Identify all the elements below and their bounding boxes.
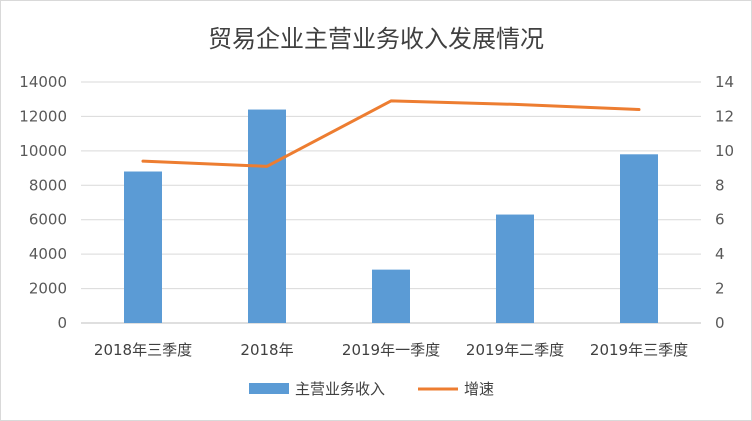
left-tick-label: 0 (57, 314, 67, 332)
right-tick-label: 0 (715, 314, 725, 332)
legend-swatch-revenue (249, 383, 289, 394)
right-tick-label: 12 (715, 107, 734, 125)
right-tick-label: 14 (715, 73, 734, 91)
bar (620, 154, 658, 323)
legend-label-revenue: 主营业务收入 (295, 380, 385, 398)
gridlines (81, 81, 701, 324)
category-label: 2018年 (240, 341, 293, 359)
left-axis-ticks: 0 2000 4000 6000 8000 10000 12000 14000 (19, 73, 67, 332)
bar (248, 109, 286, 324)
right-tick-label: 8 (715, 176, 725, 194)
left-tick-label: 14000 (19, 73, 67, 91)
left-tick-label: 8000 (29, 176, 67, 194)
left-tick-label: 10000 (19, 142, 67, 160)
right-tick-label: 4 (715, 245, 725, 263)
category-label: 2018年三季度 (94, 341, 192, 359)
category-label: 2019年一季度 (342, 341, 440, 359)
line-series (141, 99, 641, 168)
growth-line (141, 99, 641, 168)
category-axis-labels: 2018年三季度 2018年 2019年一季度 2019年二季度 2019年三季度 (94, 341, 688, 359)
right-tick-label: 2 (715, 280, 725, 298)
category-label: 2019年二季度 (466, 341, 564, 359)
right-tick-label: 10 (715, 142, 734, 160)
left-tick-label: 6000 (29, 211, 67, 229)
left-tick-label: 12000 (19, 107, 67, 125)
right-tick-label: 6 (715, 211, 725, 229)
bar (124, 171, 162, 323)
legend: 主营业务收入 增速 (249, 380, 494, 398)
category-label: 2019年三季度 (590, 341, 688, 359)
left-tick-label: 2000 (29, 280, 67, 298)
bar (372, 269, 410, 323)
chart-title: 贸易企业主营业务收入发展情况 (208, 25, 544, 53)
left-tick-label: 4000 (29, 245, 67, 263)
legend-label-growth: 增速 (464, 380, 494, 398)
bar (496, 214, 534, 323)
bar-series (124, 109, 658, 324)
right-axis-ticks: 0 2 4 6 8 10 12 14 (715, 73, 734, 332)
